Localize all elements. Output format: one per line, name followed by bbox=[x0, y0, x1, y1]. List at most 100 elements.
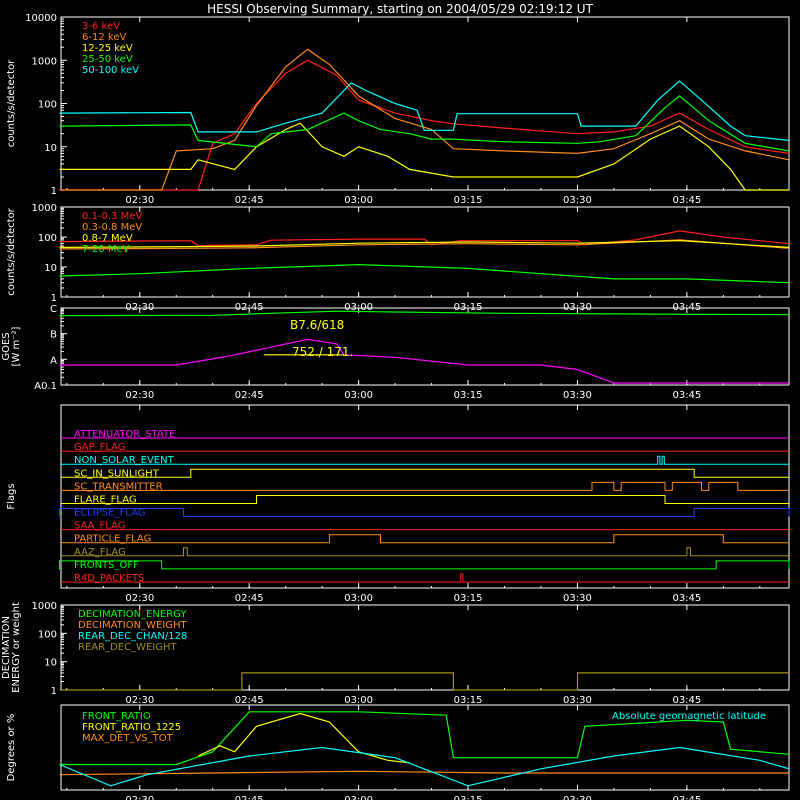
y-tick-label: 10 bbox=[44, 263, 57, 274]
flag-line-2 bbox=[61, 455, 789, 465]
panel1-series-0 bbox=[59, 59, 790, 191]
panel2-frame bbox=[60, 206, 790, 298]
panel5-legend-2: REAR_DEC_CHAN/128 bbox=[78, 631, 187, 642]
y-tick-label: 1000 bbox=[32, 601, 57, 612]
x-tick-label: 03:15 bbox=[454, 195, 483, 206]
flag-label-3: SC_IN_SUNLIGHT bbox=[74, 468, 160, 479]
panel6-legend-0: FRONT_RATIO bbox=[82, 711, 151, 722]
y-tick-label: 100 bbox=[38, 100, 57, 111]
panel2-series-0 bbox=[59, 230, 790, 247]
flag-line-4 bbox=[61, 481, 789, 491]
panel1: 02:30 02:45 03:00 03:15 03:30 03:45 1 10 100 1000… bbox=[6, 13, 790, 206]
flag-label-2: NON_SOLAR_EVENT bbox=[74, 455, 175, 466]
x-tick-label: 03:45 bbox=[672, 390, 701, 401]
flag-label-4: SC_TRANSMITTER bbox=[74, 481, 163, 492]
y-tick-label: A bbox=[50, 355, 57, 366]
panel2-legend-3: 7-20 MeV bbox=[82, 244, 130, 255]
y-tick-label: 1 bbox=[51, 686, 57, 697]
x-tick-label: 03:00 bbox=[344, 390, 373, 401]
x-tick-label: 03:30 bbox=[563, 795, 592, 800]
panel1-legend-0: 3-6 keV bbox=[82, 21, 120, 32]
panel1-legend-1: 6-12 keV bbox=[82, 32, 126, 43]
x-tick-label: 03:00 bbox=[344, 195, 373, 206]
y-tick-label: 10 bbox=[44, 658, 57, 669]
y-tick-label: 1 bbox=[51, 293, 57, 304]
x-tick-label: 03:30 bbox=[563, 695, 592, 706]
x-tick-label: 02:30 bbox=[125, 593, 154, 604]
panel5-legend-1: DECIMATION_WEIGHT bbox=[78, 620, 187, 631]
panel5-series-3 bbox=[59, 672, 789, 691]
panel1-series-1 bbox=[59, 48, 790, 191]
x-tick-label: 02:30 bbox=[125, 390, 154, 401]
x-tick-label: 03:00 bbox=[344, 593, 373, 604]
panel3: 02:30 02:45 03:00 03:15 03:30 03:45 A0.1 A B C GOE… bbox=[1, 304, 790, 401]
panel6-legend-2: MAX_DET_VS_TOT bbox=[82, 733, 174, 744]
panel1-legend-2: 12-25 keV bbox=[82, 43, 133, 54]
panel4-ylabel: Flags bbox=[6, 483, 17, 509]
y-tick-label: 10000 bbox=[25, 13, 57, 24]
flag-label-10: FRONTS_OFF bbox=[74, 560, 139, 571]
panel2-legend-0: 0.1-0.3 MeV bbox=[82, 211, 142, 222]
panel4-frame bbox=[60, 404, 790, 589]
panel5-legend-3: REAR_DEC_WEIGHT bbox=[78, 642, 177, 653]
panel1-series-2 bbox=[59, 122, 789, 191]
panel1-legend-4: 50-100 keV bbox=[82, 65, 139, 76]
x-tick-label: 03:30 bbox=[563, 593, 592, 604]
x-tick-label: 02:30 bbox=[125, 795, 154, 800]
x-tick-label: 02:45 bbox=[235, 795, 264, 800]
x-tick-label: 03:30 bbox=[563, 390, 592, 401]
panel2-ylabel: counts/s/detector bbox=[6, 207, 17, 295]
x-tick-label: 03:15 bbox=[454, 593, 483, 604]
panel6-frame bbox=[60, 704, 790, 791]
panel5-ylabel: ENERGY or weight bbox=[11, 602, 22, 693]
y-tick-label: C bbox=[50, 304, 57, 315]
x-tick-label: 02:45 bbox=[235, 593, 264, 604]
x-tick-label: 03:15 bbox=[454, 795, 483, 800]
x-tick-label: 03:00 bbox=[344, 795, 373, 800]
panel3-series-0 bbox=[59, 310, 790, 317]
panel6-legend-1: FRONT_RATIO_1225 bbox=[82, 722, 181, 733]
panel2-series-2 bbox=[59, 240, 790, 248]
x-tick-label: 02:45 bbox=[235, 695, 264, 706]
y-tick-label: 1 bbox=[51, 186, 57, 197]
y-tick-label: 1000 bbox=[32, 203, 57, 214]
flag-label-8: PARTICLE_FLAG bbox=[74, 534, 151, 545]
panel3-ylabel: GOES bbox=[1, 332, 12, 360]
flag-line-6 bbox=[59, 508, 790, 517]
panel5-frame bbox=[60, 604, 790, 691]
x-tick-label: 03:15 bbox=[454, 695, 483, 706]
flag-label-1: GAP_FLAG bbox=[74, 442, 126, 453]
x-tick-label: 03:45 bbox=[672, 695, 701, 706]
flag-label-6: ECLIPSE_FLAG bbox=[74, 508, 145, 519]
goes-annotation-class: B7.6/618 bbox=[290, 318, 344, 332]
flag-line-3 bbox=[61, 468, 789, 478]
flag-label-0: ATTENUATOR_STATE bbox=[74, 429, 175, 440]
flag-line-9 bbox=[61, 547, 789, 557]
y-tick-label: A0.1 bbox=[34, 381, 57, 392]
panel1-legend-3: 25-50 keV bbox=[82, 54, 133, 65]
x-tick-label: 03:00 bbox=[344, 695, 373, 706]
panel1-series-3 bbox=[59, 95, 790, 152]
x-tick-label: 02:45 bbox=[235, 390, 264, 401]
y-tick-label: 100 bbox=[38, 629, 57, 640]
flag-label-5: FLARE_FLAG bbox=[74, 494, 137, 505]
panel1-series-4 bbox=[59, 80, 790, 141]
flag-line-5 bbox=[61, 495, 789, 504]
x-tick-label: 03:45 bbox=[672, 593, 701, 604]
panel6-series-1 bbox=[197, 712, 410, 764]
y-tick-label: 100 bbox=[38, 233, 57, 244]
panel1-ylabel: counts/s/detector bbox=[6, 59, 17, 147]
x-tick-label: 03:30 bbox=[563, 195, 592, 206]
panels: 02:30 02:45 03:00 03:15 03:30 03:451101001000… bbox=[1, 13, 790, 800]
panel6: 02:30 02:45 03:00 03:15 03:30 03:45 Degrees or… bbox=[6, 704, 790, 800]
x-tick-label: 03:45 bbox=[672, 795, 701, 800]
x-tick-label: 03:45 bbox=[672, 195, 701, 206]
y-tick-label: 1000 bbox=[32, 56, 57, 67]
panel6-series-0 bbox=[59, 711, 790, 766]
flag-line-11 bbox=[61, 573, 789, 583]
panel5: 02:30 02:45 03:00 03:15 03:30 03:45 1 10 100 1000… bbox=[1, 601, 790, 706]
plot-title: HESSI Observing Summary, starting on 200… bbox=[207, 2, 593, 16]
goes-annotation-counts: 752./ 171. bbox=[292, 345, 353, 359]
flag-label-11: R4D_PACKETS bbox=[74, 573, 144, 584]
